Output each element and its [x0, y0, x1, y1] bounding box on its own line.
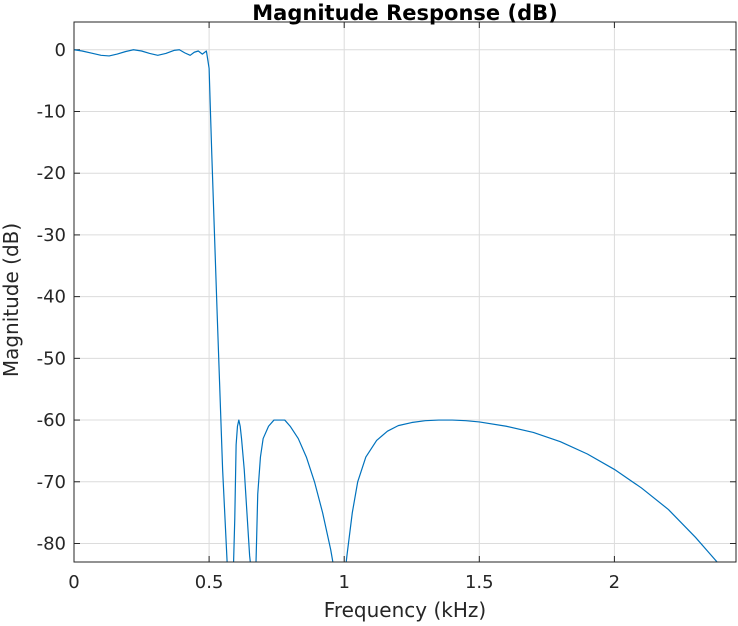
chart-title: Magnitude Response (dB): [252, 1, 557, 25]
y-tick-label: -40: [37, 287, 66, 308]
y-tick-label: -60: [37, 410, 66, 431]
y-tick-label: -10: [37, 101, 66, 122]
y-tick-label: -80: [37, 533, 66, 554]
x-tick-label: 0.5: [195, 572, 224, 593]
y-tick-label: -70: [37, 472, 66, 493]
y-tick-label: -20: [37, 163, 66, 184]
y-tick-labels: 0 -10 -20 -30 -40 -50 -60 -70 -80: [37, 40, 66, 555]
x-tick-label: 0: [68, 572, 79, 593]
y-axis-label: Magnitude (dB): [0, 223, 23, 377]
x-tick-label: 2: [609, 572, 620, 593]
grid-lines: [73, 22, 736, 562]
y-tick-label: -30: [37, 225, 66, 246]
x-tick-label: 1: [338, 572, 349, 593]
y-tick-label: 0: [55, 40, 66, 61]
y-tick-label: -50: [37, 348, 66, 369]
magnitude-response-line: [74, 49, 718, 562]
plot-frame: [73, 21, 737, 563]
x-tick-label: 1.5: [465, 572, 494, 593]
x-tick-labels: 0 0.5 1 1.5 2: [68, 572, 620, 593]
x-axis-label: Frequency (kHz): [324, 598, 486, 622]
